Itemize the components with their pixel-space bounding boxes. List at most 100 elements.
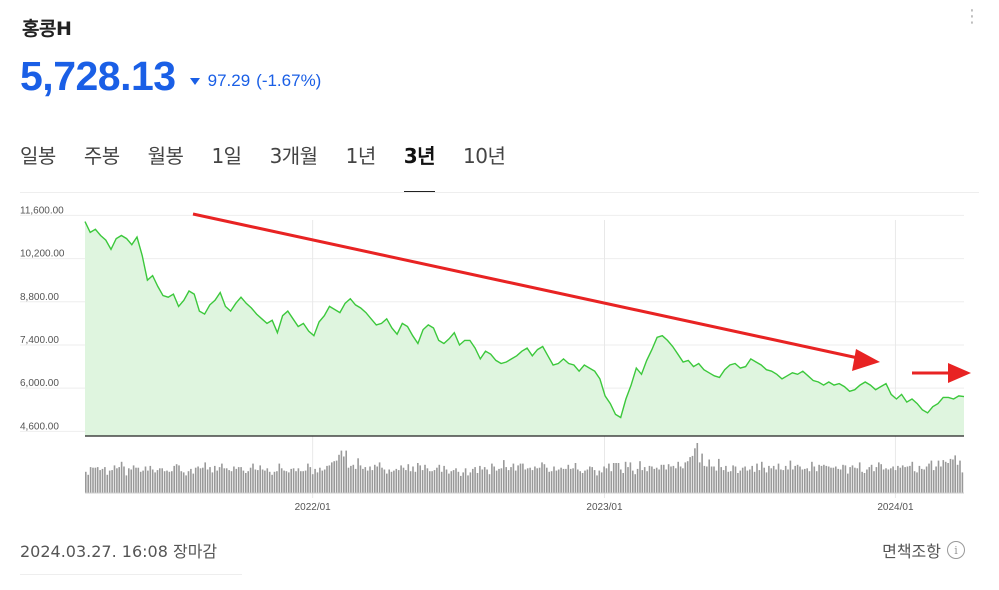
volume-bar [187, 471, 190, 493]
volume-bar [209, 467, 211, 493]
volume-bar [151, 469, 154, 493]
volume-bar [918, 465, 921, 493]
volume-bar [720, 467, 722, 493]
volume-bar [261, 469, 264, 493]
volume-bar [419, 465, 421, 493]
tab-1year[interactable]: 1년 [345, 144, 377, 168]
current-price: 5,728.13 [20, 53, 176, 99]
volume-bar [567, 464, 570, 493]
volume-bar [323, 469, 326, 493]
volume-bar [961, 472, 964, 493]
volume-bar [768, 465, 770, 493]
volume-bar [815, 471, 818, 493]
volume-bar [438, 464, 441, 493]
volume-bar [954, 455, 956, 493]
tab-monthly[interactable]: 월봉 [147, 144, 184, 168]
tab-1day[interactable]: 1일 [211, 144, 242, 168]
volume-bar [237, 467, 240, 493]
volume-bar [565, 468, 567, 493]
volume-bar [589, 466, 591, 493]
volume-bar [932, 470, 935, 493]
volume-bar [271, 474, 273, 493]
volume-bar [706, 466, 708, 493]
x-tick-label: 2024/01 [877, 502, 914, 513]
volume-bar [947, 463, 949, 493]
volume-bar [538, 467, 541, 493]
tab-3year[interactable]: 3년 [403, 140, 436, 193]
volume-bar [646, 471, 648, 493]
tab-weekly[interactable]: 주봉 [83, 144, 120, 168]
divider [20, 192, 979, 193]
x-tick-label: 2023/01 [586, 502, 623, 513]
volume-bar [784, 465, 787, 493]
volume-bar [371, 470, 374, 493]
volume-bar [137, 467, 140, 493]
volume-bar [123, 466, 125, 493]
volume-bar [218, 467, 221, 493]
volume-bar [445, 469, 448, 493]
volume-bar [878, 462, 880, 493]
volume-bar [651, 466, 653, 493]
volume-bar [844, 465, 847, 493]
volume-bar [309, 467, 312, 493]
volume-bar [519, 463, 522, 493]
volume-bar [772, 465, 775, 493]
disclaimer-link[interactable]: 면책조항 i [882, 538, 965, 562]
page-title: 홍콩H [22, 18, 72, 40]
volume-bar [111, 470, 113, 493]
volume-bar [118, 467, 120, 493]
tab-3month[interactable]: 3개월 [269, 144, 319, 168]
info-icon[interactable]: i [947, 541, 965, 559]
volume-bar [737, 473, 739, 493]
volume-bar [319, 467, 321, 493]
volume-bar [214, 465, 216, 493]
volume-bar [718, 458, 720, 493]
volume-bar [211, 472, 214, 493]
volume-bar [930, 460, 933, 493]
volume-bar [464, 468, 467, 493]
volume-bar [498, 468, 500, 493]
volume-bar [534, 466, 536, 493]
volume-bar [407, 464, 410, 493]
volume-bar [873, 471, 875, 493]
volume-bar [99, 470, 101, 493]
more-vertical-icon[interactable]: ⋮ [963, 6, 981, 27]
volume-bar [851, 465, 854, 493]
volume-bar [569, 468, 572, 493]
volume-bar [314, 468, 316, 493]
volume-bar [529, 467, 531, 493]
tab-daily[interactable]: 일봉 [20, 144, 56, 168]
volume-bar [94, 467, 97, 493]
volume-bar [639, 461, 641, 493]
volume-bar [746, 470, 749, 493]
volume-bar [835, 466, 837, 493]
volume-bar [175, 464, 178, 493]
volume-bar [326, 465, 328, 493]
volume-bar [553, 466, 555, 493]
volume-bar [887, 469, 890, 493]
volume-bar [405, 470, 407, 493]
volume-bar [935, 466, 937, 493]
volume-bar [369, 466, 371, 493]
volume-bar [600, 472, 603, 493]
volume-bar [617, 463, 620, 493]
volume-bar [503, 460, 505, 493]
volume-bar [510, 467, 512, 493]
volume-bar [861, 471, 863, 493]
volume-bar [108, 470, 111, 493]
volume-bar [120, 461, 123, 493]
volume-bar [328, 465, 331, 493]
volume-bar [142, 470, 144, 493]
volume-bar [185, 475, 187, 493]
volume-bar [765, 472, 768, 493]
volume-bar [192, 473, 195, 493]
volume-bar [443, 465, 445, 493]
volume-bar [560, 467, 562, 493]
volume-bar [135, 467, 137, 493]
volume-bar [536, 468, 538, 493]
volume-bar [132, 465, 135, 493]
volume-bar [505, 467, 507, 493]
tab-10year[interactable]: 10년 [463, 144, 506, 168]
volume-bar [235, 468, 238, 493]
volume-bar [734, 466, 737, 493]
